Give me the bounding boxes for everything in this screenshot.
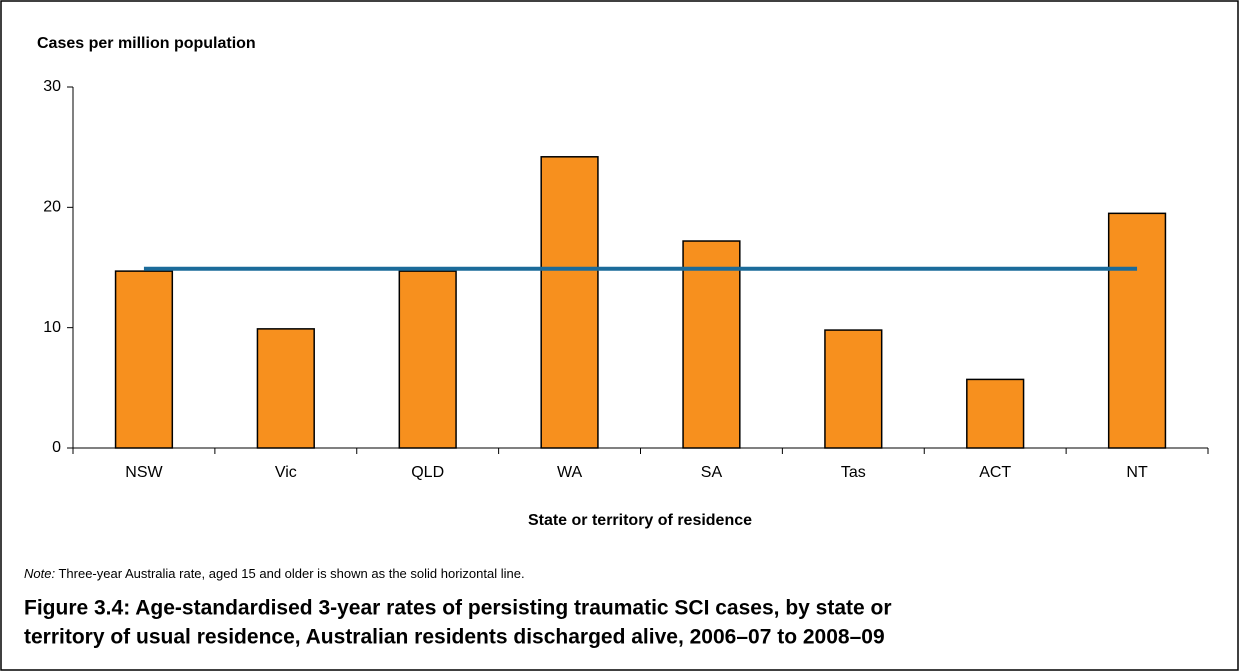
y-tick-label: 20: [43, 199, 61, 216]
x-tick-label: Tas: [841, 464, 866, 481]
x-axis-label: State or territory of residence: [528, 512, 752, 529]
bar: [540, 156, 599, 449]
note-text: Three-year Australia rate, aged 15 and o…: [58, 566, 524, 581]
bar: [1107, 212, 1167, 449]
bar: [682, 240, 741, 449]
x-tick-label: NT: [1126, 464, 1148, 481]
bar: [256, 328, 315, 449]
note-label: Note:: [24, 566, 55, 581]
caption-line: territory of usual residence, Australian…: [24, 626, 885, 649]
note: Note: Three-year Australia rate, aged 15…: [24, 566, 525, 581]
y-tick-label: 10: [43, 319, 61, 336]
x-tick-label: NSW: [125, 464, 163, 481]
x-tick-label: ACT: [979, 464, 1011, 481]
x-tick-label: QLD: [411, 464, 444, 481]
y-axis-label: Cases per million population: [37, 35, 256, 52]
y-tick-label: 30: [43, 78, 61, 95]
bar: [114, 270, 174, 449]
caption-line: Figure 3.4: Age-standardised 3-year rate…: [24, 597, 892, 620]
x-tick-label: SA: [701, 464, 723, 481]
bar: [966, 378, 1025, 449]
x-tick-label: Vic: [275, 464, 297, 481]
bar: [398, 270, 457, 449]
y-tick-label: 0: [52, 439, 61, 456]
x-tick-label: WA: [557, 464, 583, 481]
bar: [824, 329, 883, 449]
